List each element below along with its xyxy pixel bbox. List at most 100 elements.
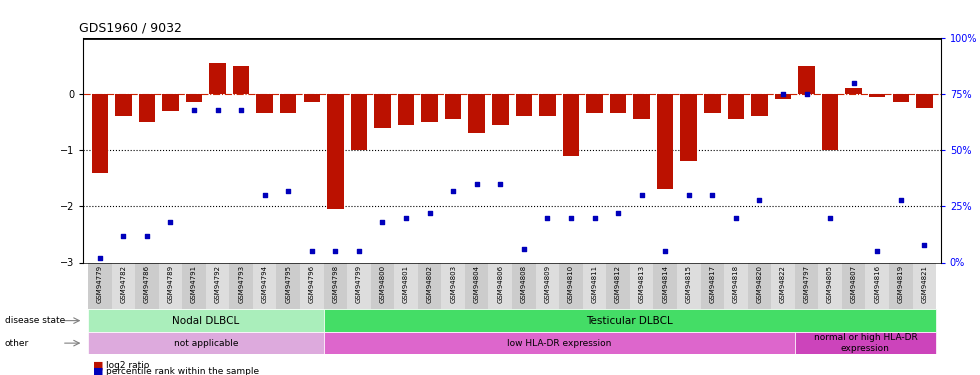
Text: GSM94805: GSM94805 bbox=[827, 265, 833, 303]
Bar bbox=[889, 262, 912, 309]
Text: GSM94815: GSM94815 bbox=[686, 265, 692, 303]
Bar bbox=[445, 94, 462, 119]
Bar bbox=[795, 262, 818, 309]
Bar bbox=[818, 262, 842, 309]
Text: GSM94802: GSM94802 bbox=[426, 265, 432, 303]
Bar bbox=[280, 94, 297, 114]
Bar bbox=[560, 262, 583, 309]
Bar bbox=[680, 94, 697, 161]
Bar bbox=[159, 262, 182, 309]
Bar bbox=[846, 88, 861, 94]
Point bbox=[421, 210, 437, 216]
Point bbox=[799, 91, 814, 97]
Bar bbox=[865, 262, 889, 309]
Point bbox=[257, 192, 272, 198]
Bar bbox=[633, 94, 650, 119]
Bar bbox=[115, 94, 131, 116]
Text: GSM94799: GSM94799 bbox=[356, 265, 362, 303]
Bar bbox=[822, 94, 838, 150]
Bar bbox=[441, 262, 465, 309]
Bar bbox=[512, 262, 536, 309]
Bar bbox=[701, 262, 724, 309]
Text: GSM94797: GSM94797 bbox=[804, 265, 809, 303]
Point bbox=[351, 248, 367, 254]
Text: GSM94801: GSM94801 bbox=[403, 265, 409, 303]
Bar bbox=[253, 262, 276, 309]
Bar bbox=[488, 262, 512, 309]
Point bbox=[186, 106, 202, 112]
Text: GSM94800: GSM94800 bbox=[379, 265, 385, 303]
Bar bbox=[88, 262, 112, 309]
Point bbox=[822, 214, 838, 220]
Point bbox=[163, 219, 178, 225]
Text: GSM94806: GSM94806 bbox=[497, 265, 504, 303]
Point bbox=[752, 196, 767, 202]
Text: ■: ■ bbox=[93, 366, 104, 375]
Text: GSM94803: GSM94803 bbox=[450, 265, 456, 303]
Point bbox=[116, 232, 131, 238]
Text: other: other bbox=[5, 339, 29, 348]
Text: low HLA-DR expression: low HLA-DR expression bbox=[507, 339, 612, 348]
Text: not applicable: not applicable bbox=[173, 339, 238, 348]
Bar bbox=[771, 262, 795, 309]
Bar bbox=[327, 94, 344, 209]
Text: GSM94792: GSM94792 bbox=[215, 265, 220, 303]
Bar bbox=[468, 94, 485, 133]
Bar bbox=[842, 262, 865, 309]
Bar bbox=[206, 262, 229, 309]
Text: percentile rank within the sample: percentile rank within the sample bbox=[106, 367, 259, 375]
Bar bbox=[869, 94, 886, 97]
Point bbox=[304, 248, 319, 254]
Text: GSM94816: GSM94816 bbox=[874, 265, 880, 303]
Bar bbox=[276, 262, 300, 309]
Bar bbox=[91, 94, 108, 172]
Bar bbox=[583, 262, 607, 309]
Text: GSM94818: GSM94818 bbox=[733, 265, 739, 303]
Text: GSM94779: GSM94779 bbox=[97, 265, 103, 303]
Bar bbox=[88, 332, 323, 354]
Point bbox=[587, 214, 603, 220]
Bar bbox=[351, 94, 368, 150]
Bar bbox=[727, 94, 744, 119]
Bar bbox=[398, 94, 415, 125]
Bar bbox=[229, 262, 253, 309]
Bar bbox=[515, 94, 532, 116]
Point bbox=[705, 192, 720, 198]
Point bbox=[611, 210, 626, 216]
Bar bbox=[912, 262, 936, 309]
Point bbox=[728, 214, 744, 220]
Bar bbox=[394, 262, 417, 309]
Text: GSM94793: GSM94793 bbox=[238, 265, 244, 303]
Text: GSM94812: GSM94812 bbox=[615, 265, 621, 303]
Bar bbox=[677, 262, 701, 309]
Text: GSM94822: GSM94822 bbox=[780, 265, 786, 303]
Point bbox=[374, 219, 390, 225]
Text: disease state: disease state bbox=[5, 316, 65, 325]
Bar bbox=[323, 262, 347, 309]
Bar bbox=[182, 262, 206, 309]
Text: GSM94808: GSM94808 bbox=[520, 265, 527, 303]
Text: GSM94813: GSM94813 bbox=[639, 265, 645, 303]
Bar bbox=[539, 94, 556, 116]
Point bbox=[327, 248, 343, 254]
Bar bbox=[304, 94, 320, 102]
Text: GSM94819: GSM94819 bbox=[898, 265, 904, 303]
Point bbox=[681, 192, 697, 198]
Point bbox=[869, 248, 885, 254]
Bar bbox=[751, 94, 767, 116]
Bar bbox=[112, 262, 135, 309]
Point bbox=[398, 214, 414, 220]
Point bbox=[139, 232, 155, 238]
Bar bbox=[135, 262, 159, 309]
Text: normal or high HLA-DR
expression: normal or high HLA-DR expression bbox=[813, 333, 917, 353]
Text: GSM94796: GSM94796 bbox=[309, 265, 315, 303]
Bar bbox=[607, 262, 630, 309]
Point bbox=[846, 80, 861, 86]
Bar bbox=[88, 309, 323, 332]
Bar bbox=[704, 94, 720, 114]
Bar bbox=[916, 94, 933, 108]
Text: GSM94807: GSM94807 bbox=[851, 265, 857, 303]
Text: GSM94814: GSM94814 bbox=[662, 265, 668, 303]
Text: GSM94820: GSM94820 bbox=[757, 265, 762, 303]
Point bbox=[634, 192, 650, 198]
